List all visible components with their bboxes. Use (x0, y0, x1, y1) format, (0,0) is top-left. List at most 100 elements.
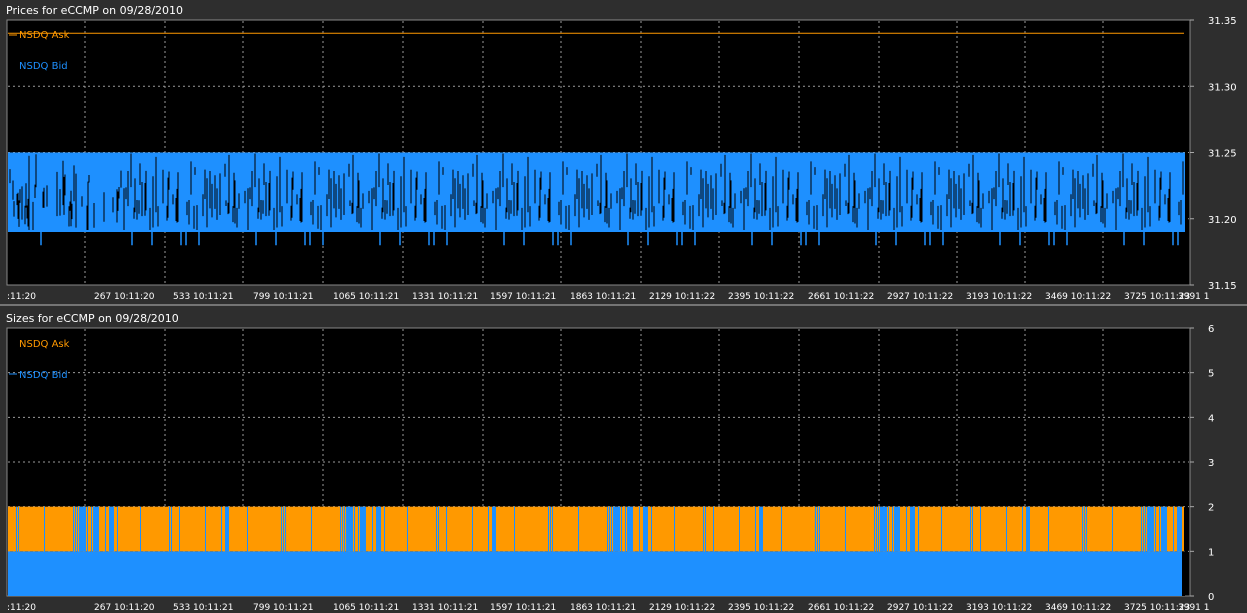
bid-size-stripe (611, 506, 612, 552)
bid-size-stripe (1082, 506, 1083, 552)
bid-size-stripe (781, 506, 782, 552)
bid-size-stripe (91, 506, 92, 552)
bid-size-stripe (18, 506, 19, 552)
bid-size-stripe (874, 506, 875, 552)
bid-size-stripe (93, 506, 99, 552)
ask-size-area (8, 506, 1184, 552)
bid-size-stripe (705, 506, 706, 552)
x-tick-label: 1597 10:11:21 (490, 603, 556, 613)
x-tick-label: 3193 10:11:22 (966, 603, 1032, 613)
bid-size-stripe (472, 506, 473, 552)
x-tick-label: 799 10:11:21 (253, 603, 313, 613)
x-tick-label: :11:20 (7, 603, 36, 613)
x-tick-label: 1597 10:11:21 (490, 292, 556, 302)
bid-size-stripe (281, 506, 282, 552)
bid-size-stripe (77, 506, 78, 552)
bid-size-stripe (360, 506, 366, 552)
y-tick-label: 3 (1208, 458, 1214, 469)
bid-size-stripe (492, 506, 496, 552)
prices-x-ticks: :11:20 267 10:11:20 533 10:11:21 799 10:11:… (7, 292, 1210, 302)
y-tick-label: 31.35 (1208, 16, 1237, 27)
bid-size-stripe (1147, 506, 1154, 552)
bid-size-stripe (221, 506, 222, 552)
y-tick-label: 2 (1208, 503, 1214, 514)
bid-size-stripe (372, 506, 373, 552)
x-tick-label: 2129 10:11:22 (649, 292, 715, 302)
bid-size-stripe (892, 506, 893, 552)
bid-size-stripe (815, 506, 816, 552)
sizes-marks (8, 506, 1185, 596)
bid-size-stripe (285, 506, 286, 552)
bid-size-stripe (609, 506, 610, 552)
bid-size-stripe (651, 506, 652, 552)
y-tick-label: 6 (1208, 324, 1214, 335)
y-tick-label: 31.15 (1208, 281, 1237, 292)
bid-size-stripe (910, 506, 915, 552)
bid-size-stripe (1112, 506, 1113, 552)
bid-size-stripe (674, 506, 675, 552)
bid-size-stripe (1159, 506, 1160, 552)
bid-size-stripe (179, 506, 180, 552)
bid-size-stripe (703, 506, 704, 552)
x-tick-label: 3469 10:11:22 (1045, 292, 1111, 302)
y-tick-label: 0 (1208, 592, 1214, 603)
bid-size-stripe (109, 506, 114, 552)
x-tick-label: 2395 10:11:22 (728, 603, 794, 613)
bid-size-stripe (44, 506, 45, 552)
bid-size-stripe (283, 506, 284, 552)
bid-size-stripe (1143, 506, 1144, 552)
prices-legend: NSDQ Ask NSDQ Bid (9, 30, 70, 72)
bid-size-stripe (819, 506, 820, 552)
end-gap (1182, 551, 1185, 596)
bid-size-stripe (16, 506, 17, 552)
bid-size-stripe (354, 506, 355, 552)
x-tick-label: 3193 10:11:22 (966, 292, 1032, 302)
bid-size-stripe (247, 506, 248, 552)
bid-size-stripe (205, 506, 206, 552)
bid-size-stripe (739, 506, 740, 552)
bid-size-stripe (376, 506, 381, 552)
x-tick-label: 3725 10:11:23 (1124, 603, 1190, 613)
bid-size-stripe (627, 506, 633, 552)
bid-size-stripe (438, 506, 439, 552)
bid-size-stripe (876, 506, 877, 552)
x-tick-label: 3991 1 (1178, 603, 1210, 613)
bid-size-stripe (79, 506, 86, 552)
bid-size-stripe (514, 506, 515, 552)
bid-size-stripe (970, 506, 971, 552)
bid-size-stripe (1084, 506, 1085, 552)
bid-size-stripe (1022, 506, 1023, 552)
x-tick-label: 267 10:11:20 (94, 603, 155, 613)
bid-size-stripe (578, 506, 579, 552)
y-tick-label: 1 (1208, 547, 1214, 558)
sizes-title: Sizes for eCCMP on 09/28/2010 (6, 312, 179, 325)
x-tick-label: 2661 10:11:22 (808, 292, 874, 302)
bid-size-stripe (613, 506, 620, 552)
bid-size-stripe (488, 506, 489, 552)
bid-size-stripe (894, 506, 900, 552)
bid-size-stripe (980, 506, 981, 552)
bid-size-stripe (140, 506, 141, 552)
bid-size-stripe (342, 506, 343, 552)
y-tick-label: 5 (1208, 369, 1214, 380)
x-tick-label: 3469 10:11:22 (1045, 603, 1111, 613)
x-tick-label: 1065 10:11:21 (333, 603, 399, 613)
bid-size-stripe (1177, 506, 1182, 552)
bid-size-stripe (639, 506, 640, 552)
legend-ask: NSDQ Ask (19, 339, 70, 350)
bid-size-stripe (621, 506, 622, 552)
legend-bid: NSDQ Bid (19, 61, 68, 72)
bid-size-stripe (171, 506, 172, 552)
x-tick-label: :11:20 (7, 292, 36, 302)
bid-size-stripe (225, 506, 229, 552)
bid-size-stripe (1048, 506, 1049, 552)
sizes-x-ticks: :11:20 267 10:11:20 533 10:11:21 799 10:11:… (7, 603, 1210, 613)
y-tick-label: 31.20 (1208, 215, 1237, 226)
bid-size-area (8, 551, 1184, 596)
x-tick-label: 2661 10:11:22 (808, 603, 874, 613)
bid-size-stripe (643, 506, 648, 552)
prices-title: Prices for eCCMP on 09/28/2010 (6, 4, 183, 17)
bid-size-stripe (311, 506, 312, 552)
